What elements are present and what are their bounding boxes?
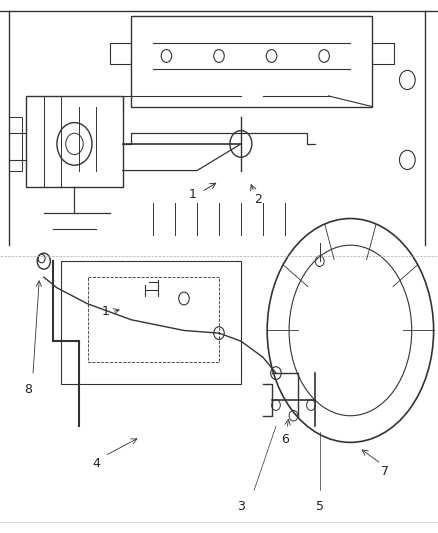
Text: 2: 2 — [254, 193, 262, 206]
Text: 8: 8 — [25, 383, 32, 395]
Text: 1: 1 — [101, 305, 109, 318]
Text: 5: 5 — [316, 500, 324, 513]
Text: 4: 4 — [92, 457, 100, 470]
Text: 7: 7 — [381, 465, 389, 478]
Text: 3: 3 — [237, 500, 245, 513]
Text: 6: 6 — [281, 433, 289, 446]
Text: 1: 1 — [189, 188, 197, 201]
